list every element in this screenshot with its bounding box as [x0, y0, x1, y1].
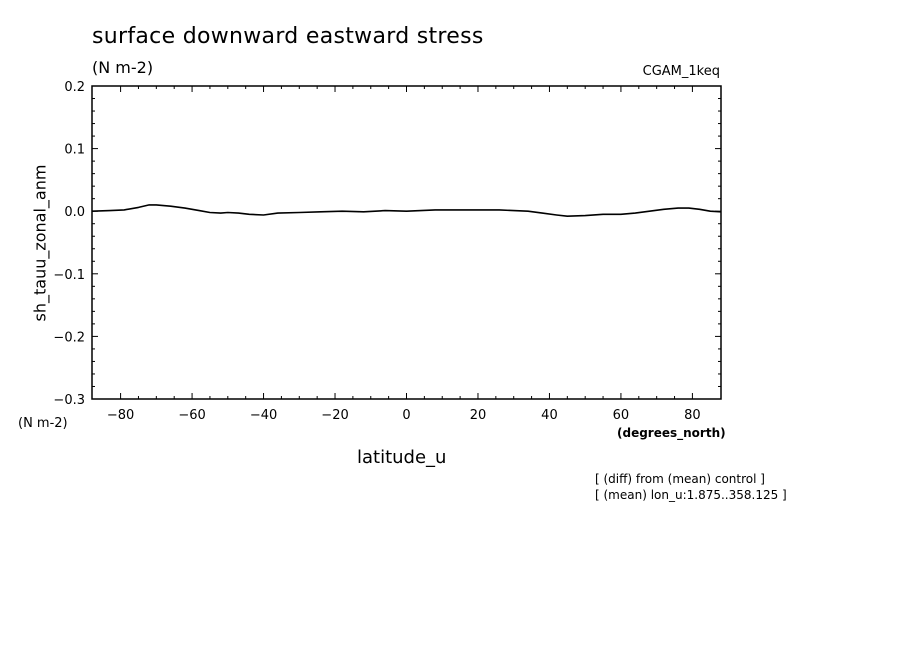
y-tick-label: −0.2	[53, 330, 85, 345]
x-tick-label: −60	[178, 408, 205, 423]
x-tick-label: 40	[541, 408, 558, 423]
x-tick-label: 20	[470, 408, 487, 423]
dataset-label: CGAM_1keq	[642, 64, 720, 79]
series-group	[91, 204, 722, 217]
x-axis-label: latitude_u	[357, 447, 447, 468]
y-tick-label: 0.0	[64, 205, 85, 220]
y-tick-label: −0.1	[53, 268, 85, 283]
chart-title: surface downward eastward stress	[92, 24, 484, 49]
axis-ticks	[92, 85, 721, 400]
chart-units: (N m-2)	[92, 58, 154, 77]
x-tick-label: −20	[321, 408, 348, 423]
x-axis-units: (degrees_north)	[617, 426, 726, 440]
tick-labels: −80 −60 −40 −20 0 20 40 60 80 −0.3 −0.2 −0.1 0.0 0.1 0…	[53, 80, 700, 423]
annotation-mean: [ (mean) lon_u:1.875..358.125 ]	[595, 488, 787, 502]
plot-frame	[91, 85, 722, 400]
y-tick-label: 0.1	[64, 143, 85, 158]
x-tick-label: 0	[402, 408, 410, 423]
x-tick-label: 60	[613, 408, 630, 423]
annotation-diff: [ (diff) from (mean) control ]	[595, 472, 765, 486]
series-line-0	[91, 204, 722, 217]
y-tick-label: 0.2	[64, 80, 85, 95]
y-axis-units: (N m-2)	[18, 416, 68, 431]
y-tick-label: −0.3	[53, 393, 85, 408]
x-tick-label: −80	[107, 408, 134, 423]
x-tick-label: −40	[250, 408, 277, 423]
x-tick-label: 80	[684, 408, 701, 423]
